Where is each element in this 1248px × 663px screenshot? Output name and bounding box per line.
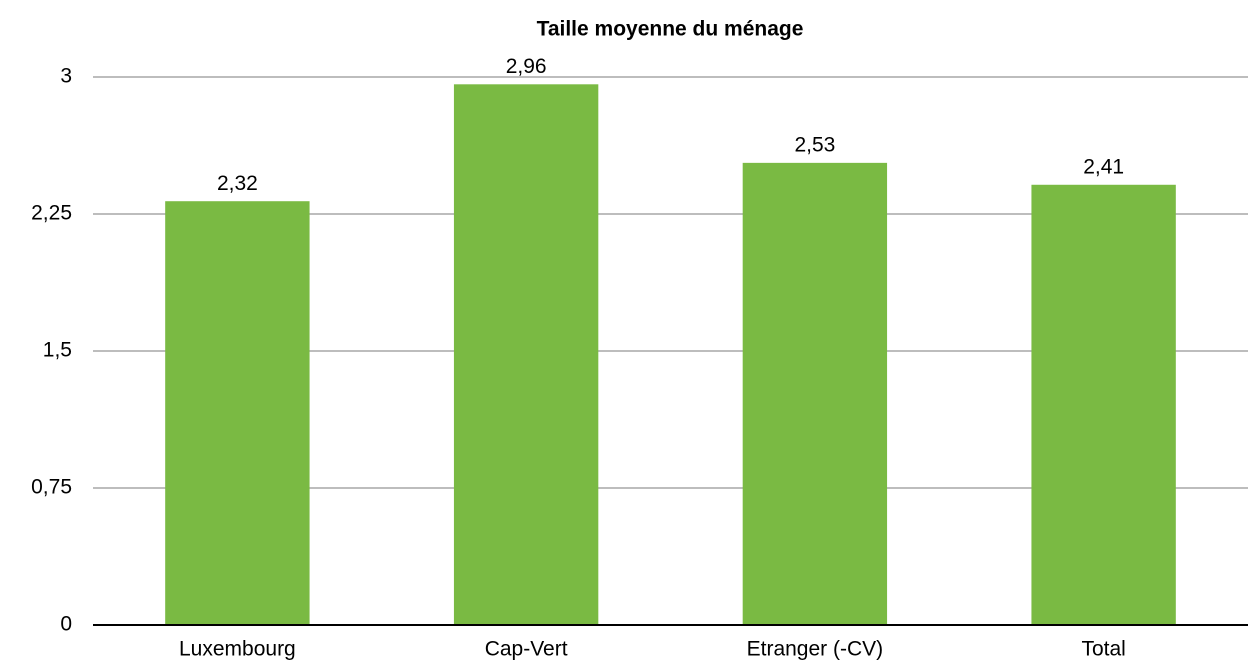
y-tick-label: 1,5 [43, 339, 72, 362]
bar [453, 84, 599, 626]
y-tick-label: 0,75 [31, 476, 72, 499]
bar [165, 201, 310, 626]
bar [1031, 184, 1176, 626]
value-label: 2,53 [794, 133, 835, 156]
value-label: 2,32 [217, 172, 258, 195]
x-tick-label: Cap-Vert [485, 638, 568, 661]
y-tick-label: 2,25 [31, 202, 72, 225]
value-label: 2,96 [506, 55, 547, 78]
x-tick-label: Etranger (-CV) [747, 638, 884, 661]
value-label: 2,41 [1083, 155, 1124, 178]
bar [742, 162, 888, 625]
x-tick-label: Total [1081, 638, 1125, 661]
y-tick-label: 3 [60, 65, 72, 88]
chart-title: Taille moyenne du ménage [537, 18, 804, 41]
x-tick-label: Luxembourg [179, 638, 296, 661]
y-tick-label: 0 [60, 613, 72, 636]
